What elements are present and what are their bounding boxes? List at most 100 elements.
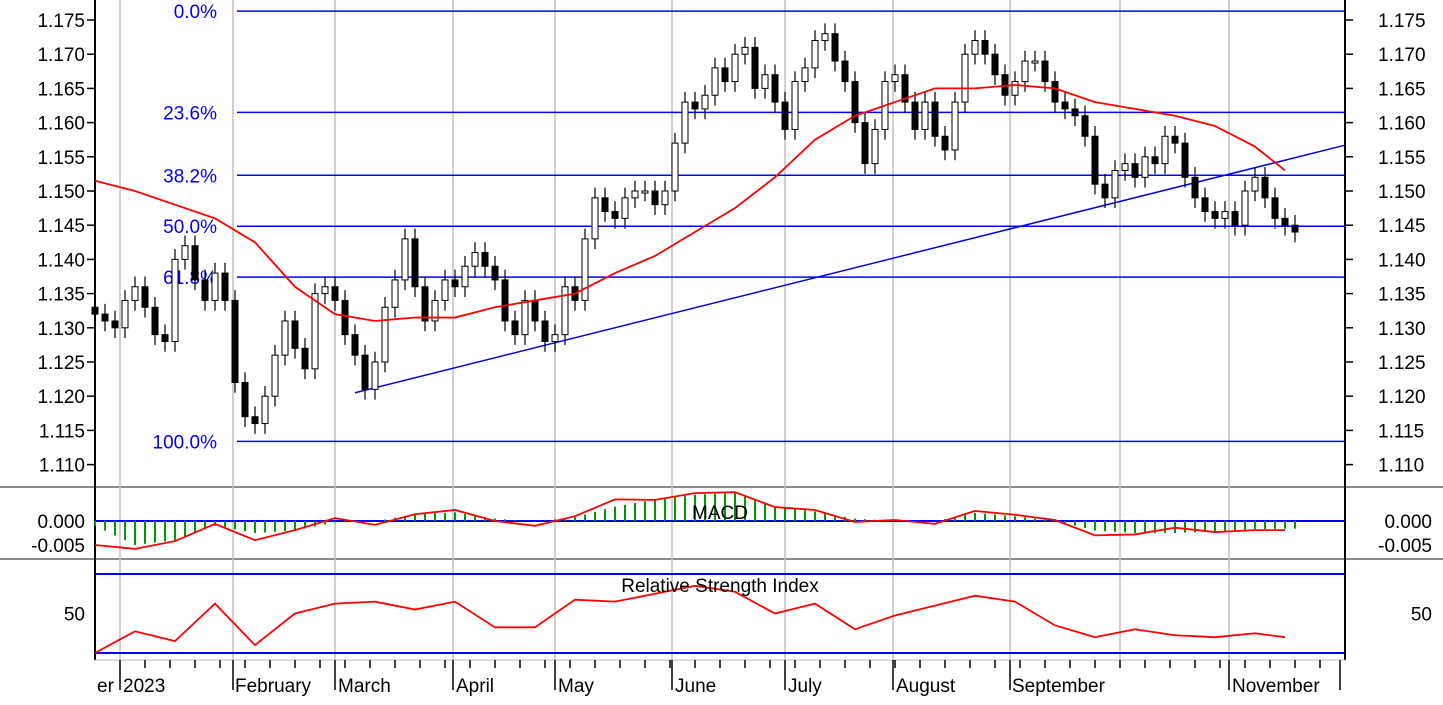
price-axis-label-right: 1.155: [1378, 148, 1426, 169]
candle-body: [401, 238, 409, 281]
x-axis-month-label: er: [97, 676, 115, 697]
x-axis-month-label: August: [896, 676, 956, 697]
candle-body: [321, 286, 329, 295]
candle-body: [201, 279, 209, 301]
rsi-axis-label-right: 50: [1411, 605, 1432, 626]
price-axis-label-left: 1.120: [37, 387, 85, 408]
moving-average-line: [94, 84, 1286, 322]
candle-body: [1271, 197, 1279, 219]
candle-body: [561, 286, 569, 336]
candle-body: [1061, 101, 1069, 110]
price-axis-label-left: 1.155: [37, 148, 85, 169]
candle-body: [591, 197, 599, 240]
candle-body: [641, 190, 649, 194]
candle-body: [101, 313, 109, 322]
macd-axis-label-right: -0.005: [1378, 536, 1432, 557]
candle-body: [711, 67, 719, 96]
x-axis-month-label: May: [558, 676, 594, 697]
candle-body: [1161, 135, 1169, 165]
candle-body: [191, 245, 199, 281]
candle-body: [901, 74, 909, 103]
candle-body: [1221, 211, 1229, 219]
candle-body: [1141, 156, 1149, 178]
x-axis-month-label: July: [788, 676, 822, 697]
candle-body: [1171, 135, 1179, 144]
candle-body: [1291, 224, 1299, 233]
candle-body: [611, 211, 619, 219]
x-axis-month-label: March: [338, 676, 391, 697]
candle-body: [601, 197, 609, 213]
candle-body: [671, 142, 679, 192]
candle-body: [871, 128, 879, 165]
candle-body: [1191, 176, 1199, 199]
fibonacci-level-label: 100.0%: [153, 432, 218, 453]
candle-body: [1121, 163, 1129, 171]
candle-body: [1231, 211, 1239, 226]
candle-body: [301, 347, 309, 370]
candle-body: [1031, 60, 1039, 64]
candle-body: [161, 334, 169, 342]
fibonacci-level-label: 61.8%: [163, 268, 217, 289]
candle-body: [371, 361, 379, 390]
candle-body: [971, 40, 979, 55]
candle-body: [361, 354, 369, 390]
candle-body: [541, 320, 549, 342]
candle-body: [1131, 163, 1139, 178]
price-axis-label-left: 1.115: [39, 421, 85, 442]
candle-body: [841, 60, 849, 83]
x-axis-month-label: June: [675, 676, 716, 697]
candle-body: [351, 334, 359, 356]
price-axis-label-right: 1.110: [1378, 456, 1424, 477]
candle-body: [181, 245, 189, 260]
candle-body: [1241, 190, 1249, 226]
price-axis-label-left: 1.170: [37, 45, 85, 66]
candle-body: [111, 320, 119, 329]
candle-body: [811, 40, 819, 69]
candle-body: [651, 190, 659, 206]
price-axis-label-left: 1.125: [37, 353, 85, 374]
candle-body: [991, 53, 999, 76]
candle-body: [791, 81, 799, 130]
candle-body: [121, 299, 129, 329]
candle-body: [231, 299, 239, 384]
candle-body: [891, 74, 899, 83]
candle-body: [421, 286, 429, 322]
candle-body: [1091, 135, 1099, 185]
price-axis-label-left: 1.150: [37, 182, 85, 203]
candle-body: [511, 320, 519, 336]
candle-body: [821, 33, 829, 42]
price-axis-label-right: 1.175: [1378, 11, 1426, 32]
x-axis-month-label: February: [235, 676, 312, 697]
candle-body: [501, 279, 509, 322]
candle-body: [961, 53, 969, 103]
candle-body: [631, 190, 639, 199]
candle-body: [1251, 176, 1259, 192]
fibonacci-level-label: 23.6%: [163, 103, 217, 124]
price-axis-label-right: 1.165: [1378, 79, 1426, 100]
candle-body: [581, 238, 589, 301]
price-axis-label-right: 1.115: [1378, 421, 1424, 442]
candle-body: [731, 53, 739, 83]
candle-body: [1071, 108, 1079, 117]
candle-body: [451, 279, 459, 288]
candle-body: [771, 74, 779, 103]
trendline: [354, 144, 1346, 394]
candle-body: [441, 279, 449, 301]
x-axis-month-label: 2023: [123, 676, 165, 697]
candle-body: [1011, 81, 1019, 96]
candle-body: [551, 334, 559, 342]
candle-body: [521, 299, 529, 336]
candle-body: [481, 252, 489, 267]
candle-body: [701, 94, 709, 110]
candle-body: [1081, 115, 1089, 137]
candle-body: [1041, 60, 1049, 83]
candle-body: [921, 101, 929, 130]
candle-body: [681, 101, 689, 144]
macd-axis-label-left: -0.005: [31, 536, 85, 557]
candle-body: [1261, 176, 1269, 199]
price-axis-label-right: 1.160: [1378, 114, 1426, 135]
candle-body: [411, 238, 419, 288]
price-axis-label-right: 1.170: [1378, 45, 1426, 66]
price-axis-label-right: 1.135: [1378, 285, 1426, 306]
candle-body: [221, 272, 229, 301]
